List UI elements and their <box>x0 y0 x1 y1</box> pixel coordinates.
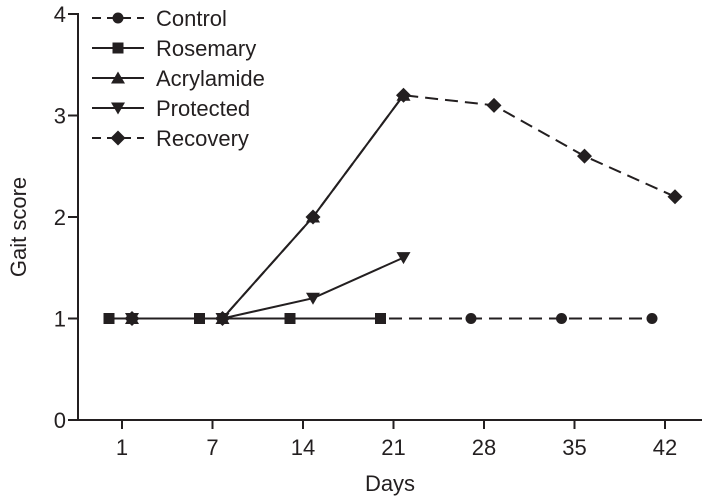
x-tick-label-28: 28 <box>472 435 496 460</box>
legend-label-protected: Protected <box>156 96 250 121</box>
x-axis-label: Days <box>365 471 415 496</box>
x-tick-label-7: 7 <box>206 435 218 460</box>
marker-protected-day-14 <box>306 292 320 305</box>
marker-recovery-day-35 <box>577 148 592 164</box>
legend-diamond-icon <box>110 130 126 146</box>
legend-item-control: Control <box>92 6 227 31</box>
x-tick-label-35: 35 <box>562 435 586 460</box>
marker-acrylamide-day-14 <box>306 210 320 223</box>
y-tick-label-4: 4 <box>54 2 66 27</box>
y-tick-label-2: 2 <box>54 205 66 230</box>
y-tick-label-1: 1 <box>54 307 66 332</box>
y-tick-label-0: 0 <box>54 408 66 433</box>
legend: Control Rosemary Acrylamide Protected Recove… <box>92 6 265 151</box>
legend-label-rosemary: Rosemary <box>156 36 256 61</box>
legend-square-icon <box>112 42 124 54</box>
legend-triangle-up-icon <box>111 71 125 84</box>
legend-triangle-down-icon <box>111 102 125 115</box>
series-recovery <box>124 87 683 326</box>
legend-item-acrylamide: Acrylamide <box>92 66 265 91</box>
marker-recovery-day-28 <box>486 97 502 113</box>
x-tick-label-21: 21 <box>381 435 405 460</box>
marker-recovery-day-42 <box>667 189 683 205</box>
legend-label-acrylamide: Acrylamide <box>156 66 265 91</box>
marker-protected-day-21 <box>396 252 411 265</box>
x-tick-label-42: 42 <box>653 435 677 460</box>
marker-rosemary-day-21 <box>375 313 386 324</box>
series-rosemary <box>103 313 386 324</box>
x-tick-label-1: 1 <box>116 435 128 460</box>
legend-circle-icon <box>112 12 124 24</box>
legend-item-rosemary: Rosemary <box>92 36 256 61</box>
marker-acrylamide-day-21 <box>396 88 411 101</box>
y-axis-label: Gait score <box>6 177 31 277</box>
series-acrylamide <box>125 88 411 324</box>
marker-control-day-35 <box>556 313 567 324</box>
y-tick-label-3: 3 <box>54 104 66 129</box>
x-tick-label-14: 14 <box>291 435 315 460</box>
legend-item-recovery: Recovery <box>92 126 249 151</box>
marker-rosemary-day-1 <box>103 313 115 324</box>
series-protected <box>125 252 411 325</box>
marker-control-day-42 <box>646 313 658 324</box>
legend-label-recovery: Recovery <box>156 126 249 151</box>
marker-control-day-28 <box>465 313 477 324</box>
marker-rosemary-day-7 <box>194 313 205 324</box>
legend-label-control: Control <box>156 6 227 31</box>
legend-item-protected: Protected <box>92 96 250 121</box>
marker-rosemary-day-14 <box>284 313 296 324</box>
